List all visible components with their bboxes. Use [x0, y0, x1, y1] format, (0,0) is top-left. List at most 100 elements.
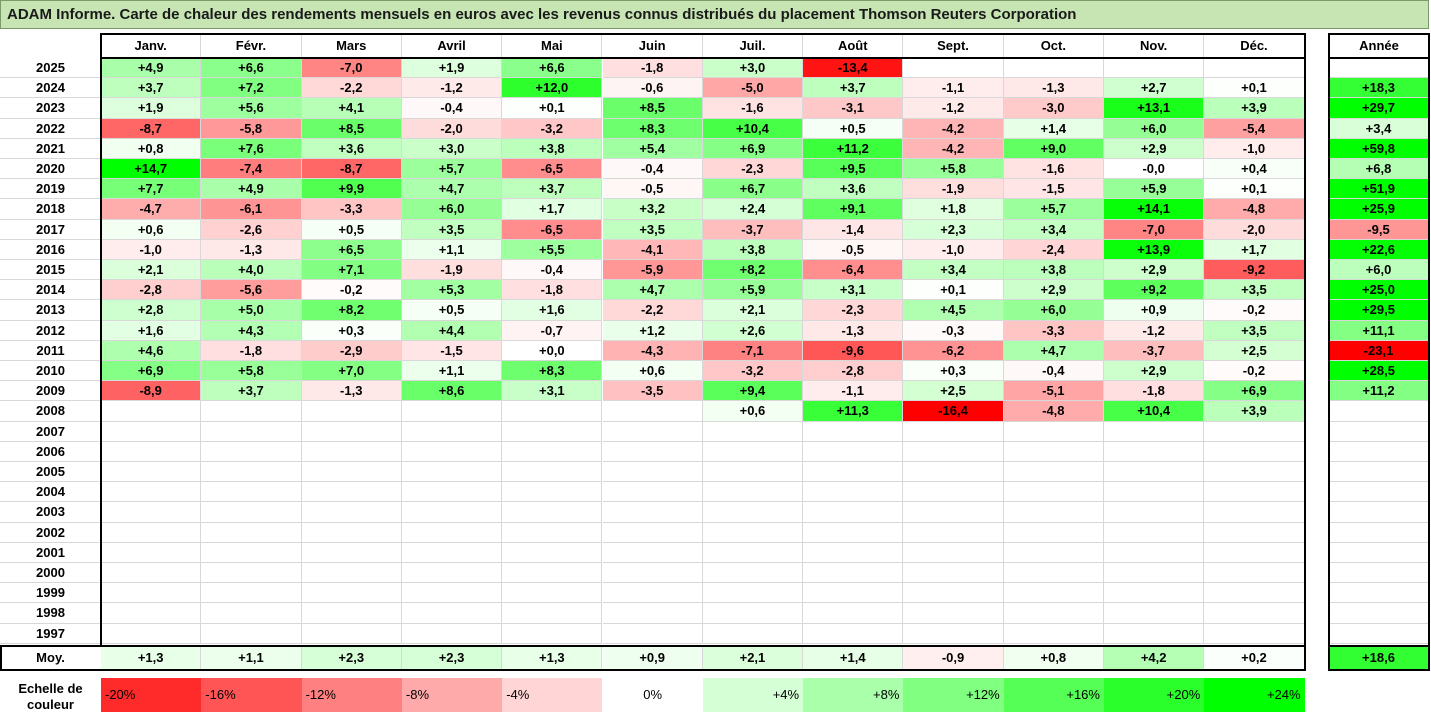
heatmap-cell: -3,5 — [602, 381, 703, 402]
heatmap-cell — [502, 502, 603, 523]
heatmap-cell — [502, 421, 603, 442]
heatmap-cell: +2,9 — [1104, 138, 1205, 159]
year-label: 2010 — [0, 361, 101, 382]
year-label: 2024 — [0, 78, 101, 99]
heatmap-cell — [401, 482, 503, 503]
heatmap-cell: -2,2 — [602, 300, 703, 321]
annual-cell: +29,5 — [1329, 300, 1429, 321]
average-cell: -0,9 — [903, 646, 1004, 670]
heatmap-cell: +6,6 — [502, 58, 603, 79]
heatmap-cell — [602, 563, 703, 584]
heatmap-cell: +8,3 — [602, 118, 703, 139]
heatmap-cell: +5,9 — [1104, 179, 1205, 200]
heatmap-cell: +0,0 — [502, 340, 603, 361]
heatmap-cell: +3,8 — [502, 138, 603, 159]
heatmap-cell: -1,2 — [401, 78, 503, 99]
annual-cell: +59,8 — [1329, 138, 1429, 159]
scale-swatch: +16% — [1003, 678, 1104, 712]
heatmap-cell: +5,7 — [401, 159, 503, 180]
average-cell: +2,3 — [401, 646, 503, 670]
heatmap-cell: +0,4 — [1204, 159, 1305, 180]
year-label: 2016 — [0, 240, 101, 260]
heatmap-cell: +4,3 — [201, 320, 302, 341]
heatmap-cell: -3,2 — [702, 361, 804, 382]
heatmap-cell: -9,6 — [803, 340, 904, 361]
month-header: Août — [803, 34, 904, 58]
heatmap-cell: -7,1 — [702, 340, 804, 361]
heatmap-cell — [803, 462, 904, 483]
heatmap-cell: -1,8 — [201, 340, 302, 361]
year-label: 2019 — [0, 179, 101, 200]
heatmap-cell: +1,8 — [903, 199, 1004, 220]
heatmap-cell: +9,5 — [803, 159, 904, 180]
heatmap-cell: -1,4 — [803, 219, 904, 240]
heatmap-cell: -0,2 — [301, 280, 402, 301]
heatmap-cell: +13,9 — [1104, 239, 1205, 260]
scale-swatch: +4% — [702, 678, 804, 712]
heatmap-cell — [1003, 58, 1104, 79]
heatmap-cell — [401, 502, 503, 523]
heatmap-cell: +2,1 — [702, 300, 804, 321]
heatmap-cell: +3,9 — [1204, 401, 1305, 422]
heatmap-cell: -1,3 — [1003, 78, 1104, 99]
heatmap-cell: -5,9 — [602, 260, 703, 281]
heatmap-cell: -6,4 — [803, 260, 904, 281]
heatmap-cell — [101, 421, 202, 442]
heatmap-cell — [903, 502, 1004, 523]
heatmap-cell — [201, 482, 302, 503]
heatmap-cell: -5,6 — [201, 280, 302, 301]
year-label: 2015 — [0, 260, 101, 281]
heatmap-cell: +8,2 — [702, 260, 804, 281]
year-label: 2025 — [0, 58, 101, 79]
annual-cell: +11,1 — [1329, 320, 1429, 341]
heatmap-cell: -6,2 — [903, 340, 1004, 361]
month-header: Févr. — [201, 34, 302, 58]
heatmap-cell — [401, 401, 503, 422]
heatmap-cell: +13,1 — [1104, 98, 1205, 119]
heatmap-cell — [1204, 462, 1305, 483]
heatmap-cell: -3,1 — [803, 98, 904, 119]
heatmap-cell — [1003, 583, 1104, 604]
heatmap-cell: +0,3 — [301, 320, 402, 341]
heatmap-cell — [602, 522, 703, 543]
heatmap-cell: +5,8 — [903, 159, 1004, 180]
heatmap-cell — [903, 482, 1004, 503]
annual-cell — [1329, 603, 1429, 624]
heatmap-cell: +6,9 — [1204, 381, 1305, 402]
annual-cell — [1329, 58, 1429, 79]
heatmap-cell: +5,3 — [401, 280, 503, 301]
heatmap-cell — [903, 623, 1004, 644]
annual-cell — [1329, 563, 1429, 584]
heatmap-cell: +3,5 — [602, 219, 703, 240]
heatmap-cell: -0,4 — [401, 98, 503, 119]
heatmap-cell — [702, 421, 804, 442]
heatmap-cell: -1,8 — [1104, 381, 1205, 402]
heatmap-cell — [1003, 441, 1104, 462]
heatmap-cell: +3,4 — [1003, 219, 1104, 240]
heatmap-cell — [1104, 623, 1205, 644]
heatmap-cell — [1204, 482, 1305, 503]
heatmap-cell — [803, 421, 904, 442]
heatmap-cell: -6,5 — [502, 159, 603, 180]
heatmap-cell: +3,7 — [101, 78, 202, 99]
heatmap-cell: -6,1 — [201, 199, 302, 220]
heatmap-cell: -1,3 — [803, 320, 904, 341]
heatmap-cell — [201, 401, 302, 422]
annual-cell: +11,2 — [1329, 381, 1429, 402]
heatmap-cell — [101, 441, 202, 462]
heatmap-cell: +5,7 — [1003, 199, 1104, 220]
heatmap-cell: +2,5 — [1204, 340, 1305, 361]
scale-swatch: -12% — [301, 678, 402, 712]
heatmap-cell: -16,4 — [903, 401, 1004, 422]
average-cell: +0,8 — [1003, 646, 1104, 670]
annual-cell — [1329, 623, 1429, 644]
heatmap-cell — [702, 522, 804, 543]
heatmap-cell — [803, 542, 904, 563]
heatmap-cell — [301, 563, 402, 584]
heatmap-cell: -4,1 — [602, 239, 703, 260]
heatmap-cell — [101, 542, 202, 563]
heatmap-cell: -4,8 — [1204, 199, 1305, 220]
heatmap-cell: +2,4 — [702, 199, 804, 220]
heatmap-cell: +3,5 — [1204, 280, 1305, 301]
average-annual-cell: +18,6 — [1329, 646, 1429, 670]
